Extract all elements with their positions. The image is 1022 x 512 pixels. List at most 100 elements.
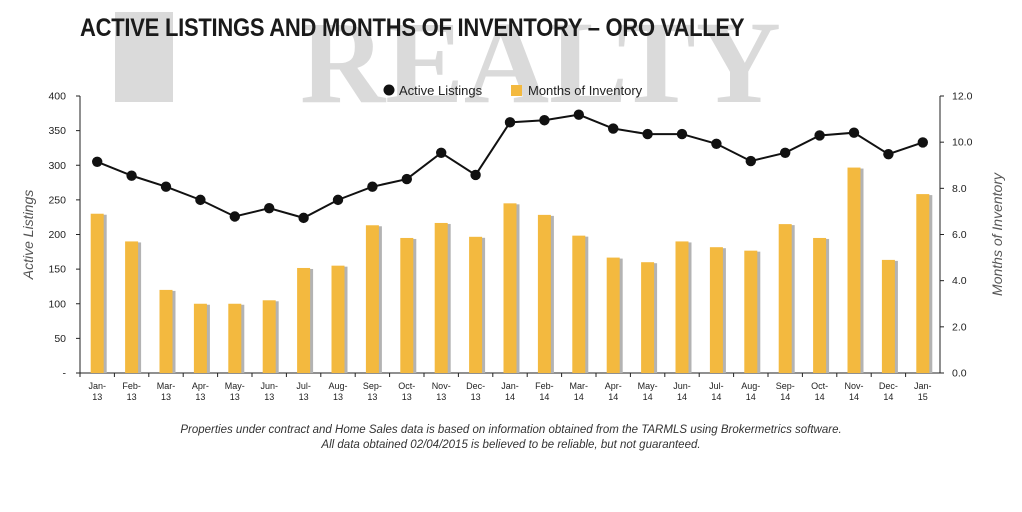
- x-tick-label-month: Apr-: [605, 381, 622, 391]
- bar-months-of-inventory: [503, 203, 517, 373]
- point-active-listings: [745, 155, 756, 167]
- point-active-listings: [229, 211, 240, 222]
- point-active-listings: [92, 156, 103, 167]
- x-tick-label-month: Jun-: [260, 381, 278, 391]
- line-active-listings: [96, 113, 924, 219]
- x-tick-label-month: Aug-: [741, 381, 760, 391]
- x-tick-label-year: 13: [230, 392, 240, 402]
- x-tick-label-year: 13: [92, 392, 102, 402]
- point-active-listings: [883, 148, 894, 160]
- x-tick-label-month: Sep-: [776, 381, 795, 391]
- point-active-listings: [711, 138, 722, 149]
- x-tick-label-year: 13: [161, 392, 171, 402]
- bar-months-of-inventory: [572, 235, 586, 373]
- x-tick-label-year: 13: [195, 392, 205, 402]
- bar-months-of-inventory: [881, 259, 895, 373]
- y-axis-title-right: Months of Inventory: [989, 172, 1005, 296]
- bar-months-of-inventory: [537, 214, 551, 373]
- realty-watermark: REALTY: [115, 0, 781, 120]
- x-tick-label-year: 14: [815, 392, 825, 402]
- point-active-listings: [504, 117, 516, 128]
- bar-months-of-inventory: [193, 303, 207, 373]
- bar-months-of-inventory: [365, 225, 379, 373]
- point-active-listings: [264, 202, 275, 214]
- point-active-listings: [573, 109, 584, 120]
- x-tick-label-month: Jun-: [673, 381, 691, 391]
- x-tick-label-month: May-: [225, 381, 245, 391]
- x-tick-label-year: 15: [918, 392, 928, 402]
- x-tick-label-month: Sep-: [363, 381, 382, 391]
- y-tick-label-left: 300: [48, 160, 66, 172]
- bar-months-of-inventory: [709, 247, 723, 373]
- y-tick-label-left: -: [63, 368, 67, 380]
- y-tick-label-left: 350: [48, 125, 66, 137]
- bar-months-of-inventory: [813, 237, 827, 373]
- y-axis-title-left: Active Listings: [20, 190, 36, 280]
- x-tick-label-year: 13: [264, 392, 274, 402]
- x-tick-label-month: Jan-: [501, 381, 519, 391]
- x-tick-label-year: 14: [539, 392, 549, 402]
- bar-months-of-inventory: [331, 265, 345, 373]
- x-tick-label-month: Mar-: [157, 381, 176, 391]
- legend-label-active-listings: Active Listings: [399, 83, 483, 98]
- point-active-listings: [126, 170, 137, 181]
- bar-months-of-inventory: [744, 250, 758, 373]
- y-tick-label-right: 4.0: [952, 275, 967, 287]
- bar-months-of-inventory: [778, 224, 792, 373]
- x-tick-label-month: Apr-: [192, 381, 209, 391]
- x-tick-label-year: 13: [402, 392, 412, 402]
- x-tick-label-year: 14: [574, 392, 584, 402]
- bar-months-of-inventory: [606, 257, 620, 373]
- point-active-listings: [608, 123, 619, 134]
- y-tick-label-left: 400: [48, 91, 66, 103]
- point-active-listings: [539, 115, 550, 126]
- x-tick-label-year: 13: [367, 392, 377, 402]
- bar-months-of-inventory: [641, 262, 655, 373]
- x-tick-label-year: 13: [436, 392, 446, 402]
- x-tick-label-year: 14: [883, 392, 893, 402]
- x-tick-label-month: Nov-: [844, 381, 863, 391]
- x-tick-label-year: 14: [608, 392, 618, 402]
- bar-months-of-inventory: [434, 222, 448, 373]
- x-tick-label-month: Dec-: [466, 381, 485, 391]
- point-active-listings: [401, 173, 412, 185]
- point-active-listings: [436, 147, 447, 158]
- y-tick-label-right: 8.0: [952, 183, 967, 195]
- y-tick-label-left: 50: [54, 333, 66, 345]
- y-tick-label-right: 12.0: [952, 91, 973, 103]
- x-tick-label-year: 14: [643, 392, 653, 402]
- x-tick-label-month: Aug-: [328, 381, 347, 391]
- point-active-listings: [195, 194, 206, 206]
- y-tick-label-left: 200: [48, 229, 66, 241]
- chart-title: ACTIVE LISTINGS AND MONTHS OF INVENTORY …: [80, 14, 745, 42]
- y-tick-label-left: 100: [48, 298, 66, 310]
- x-tick-label-year: 14: [711, 392, 721, 402]
- point-active-listings: [470, 169, 481, 181]
- y-tick-label-right: 6.0: [952, 229, 967, 241]
- x-tick-label-month: Dec-: [879, 381, 898, 391]
- x-tick-label-month: Jul-: [709, 381, 724, 391]
- x-tick-label-year: 14: [849, 392, 859, 402]
- point-active-listings: [332, 194, 344, 206]
- x-tick-label-year: 14: [677, 392, 687, 402]
- point-active-listings: [642, 128, 653, 140]
- y-tick-label-left: 250: [48, 194, 66, 206]
- bar-months-of-inventory: [125, 241, 139, 373]
- x-tick-label-month: Oct-: [811, 381, 828, 391]
- x-tick-label-year: 14: [746, 392, 756, 402]
- x-tick-label-year: 13: [471, 392, 481, 402]
- bar-months-of-inventory: [469, 236, 483, 373]
- bar-months-of-inventory: [916, 194, 930, 373]
- bar-months-of-inventory: [228, 303, 242, 373]
- x-tick-label-month: Jul-: [296, 381, 311, 391]
- y-tick-label-right: 0.0: [952, 368, 967, 380]
- x-tick-label-year: 14: [780, 392, 790, 402]
- x-tick-label-month: Feb-: [122, 381, 141, 391]
- x-tick-label-year: 14: [505, 392, 515, 402]
- bar-months-of-inventory: [847, 167, 861, 373]
- legend-marker-months-of-inventory: [511, 85, 522, 96]
- y-tick-label-right: 10.0: [952, 137, 973, 149]
- point-active-listings: [917, 137, 928, 148]
- x-tick-label-month: Feb-: [535, 381, 554, 391]
